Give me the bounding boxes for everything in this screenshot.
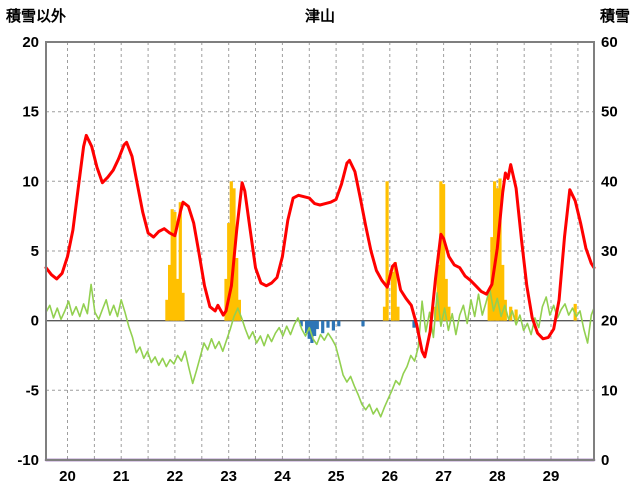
right-axis-ticks: 60 50 40 30 20 10 0 (601, 34, 618, 469)
bar (326, 320, 330, 328)
plot-area (46, 42, 594, 460)
bar (305, 320, 309, 334)
bar (439, 181, 443, 321)
series-path (44, 133, 596, 359)
bar (514, 309, 518, 321)
bar (493, 181, 497, 321)
bar (331, 320, 335, 331)
bar (235, 258, 239, 321)
bar (412, 320, 416, 328)
series-path (45, 283, 595, 418)
x-tick-label: 21 (113, 468, 130, 485)
left-axis-ticks: 20 15 10 5 0 -5 -10 (17, 34, 39, 469)
bar (315, 320, 319, 330)
bar (487, 292, 491, 321)
series-red-line (44, 133, 596, 359)
bar (382, 306, 387, 321)
x-tick-label: 27 (435, 468, 452, 485)
bar (436, 264, 440, 321)
bar (168, 264, 172, 321)
x-tick-label: 28 (489, 468, 506, 485)
y-left-tick-label: -10 (17, 452, 39, 469)
bar (165, 299, 169, 321)
bar (299, 320, 303, 327)
bar (337, 320, 341, 327)
x-tick-label: 24 (274, 468, 291, 485)
bar (313, 320, 317, 336)
y-right-tick-label: 10 (601, 382, 618, 399)
bar (181, 292, 185, 321)
bar (390, 271, 395, 321)
chart-title: 津山 (304, 8, 335, 25)
y-right-tick-label: 60 (601, 34, 618, 51)
series-green-line (45, 283, 595, 418)
bar (173, 212, 177, 321)
bar (361, 320, 365, 327)
x-tick-label: 23 (220, 468, 237, 485)
bar (321, 320, 325, 334)
bar (393, 262, 397, 321)
y-left-tick-label: -5 (26, 382, 39, 399)
bar (396, 306, 400, 321)
bar (385, 181, 389, 321)
bar (444, 278, 448, 321)
bar (178, 202, 182, 321)
y-right-tick-label: 50 (601, 104, 618, 121)
x-tick-label: 29 (543, 468, 560, 485)
x-tick-label: 20 (59, 468, 76, 485)
x-tick-label: 25 (328, 468, 345, 485)
bar (224, 278, 228, 321)
plot-frame (45, 41, 595, 461)
bar (176, 278, 180, 321)
bar (447, 306, 451, 321)
y-left-tick-label: 0 (31, 313, 39, 330)
bar (227, 223, 231, 321)
y-left-tick-label: 10 (22, 173, 39, 190)
bar (501, 264, 505, 321)
left-axis-title: 積雪以外 (6, 8, 67, 25)
x-axis-ticks: 20 21 22 23 24 25 26 27 28 29 (59, 468, 559, 485)
y-left-tick-label: 5 (31, 243, 39, 260)
x-tick-label: 22 (167, 468, 184, 485)
y-right-tick-label: 30 (601, 243, 618, 260)
bar (170, 209, 174, 321)
bar (442, 184, 446, 321)
x-tick-label: 26 (381, 468, 398, 485)
bar (310, 320, 314, 343)
bar (503, 299, 507, 321)
y-right-tick-label: 20 (601, 313, 618, 330)
bar (229, 181, 233, 321)
y-left-tick-label: 15 (22, 104, 39, 121)
y-right-tick-label: 0 (601, 452, 609, 469)
y-right-tick-label: 40 (601, 173, 618, 190)
right-axis-title: 積雪 (599, 8, 630, 25)
bar (498, 178, 502, 321)
y-left-tick-label: 20 (22, 34, 39, 51)
